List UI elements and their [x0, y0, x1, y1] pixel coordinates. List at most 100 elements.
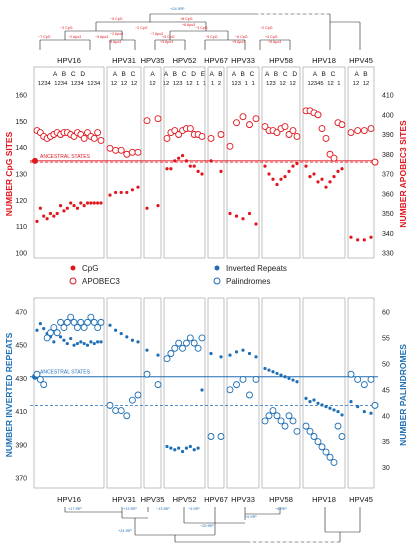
top-tree-label: −3 CpG — [60, 26, 73, 30]
group-name-bottom: HPV33 — [231, 495, 255, 504]
data-point-filled — [312, 172, 316, 176]
data-point-filled — [254, 355, 258, 359]
y-axis-label-right: NUMBER PALINDROMES — [398, 344, 408, 446]
clade-labels: A — [150, 71, 155, 78]
data-point-open — [182, 339, 190, 347]
data-point-filled — [263, 366, 267, 371]
data-point-filled — [35, 328, 39, 332]
data-point-open — [36, 375, 44, 383]
data-point-filled — [247, 211, 252, 216]
subclade-labels: 12345 12 1 — [307, 81, 340, 87]
legend-apobec3-label: APOBEC3 — [82, 277, 120, 286]
data-point-filled — [369, 411, 373, 415]
data-point-filled — [38, 206, 42, 210]
data-point-open — [171, 344, 179, 352]
group-name: HPV31 — [112, 56, 136, 65]
group-box — [33, 66, 105, 259]
legend-pal-marker — [213, 277, 221, 285]
data-point-open — [179, 344, 187, 352]
data-point-open — [306, 427, 314, 435]
y-tick-left: 140 — [15, 145, 27, 152]
data-point-open — [277, 417, 285, 425]
data-point-open — [123, 412, 131, 420]
tree-root-label: +24 IRP — [170, 6, 185, 11]
data-point-filled — [219, 355, 223, 359]
data-point-open — [123, 150, 131, 158]
data-point-open — [289, 127, 297, 135]
y-tick-right: 350 — [382, 211, 394, 218]
data-point-filled — [92, 341, 96, 346]
data-point-filled — [165, 444, 169, 449]
data-point-filled — [52, 214, 56, 218]
ancestral-marker-left — [32, 157, 38, 164]
data-point-open — [293, 133, 301, 140]
data-point-open — [322, 448, 330, 456]
data-point-open — [33, 370, 41, 378]
data-point-filled — [349, 400, 353, 404]
data-point-open — [233, 381, 240, 389]
data-point-filled — [295, 380, 299, 384]
legend-cpg-label: CpG — [82, 264, 98, 273]
top-tree-label: −6 CpG — [235, 35, 248, 39]
top-tree-label: −5 CpG — [205, 35, 218, 39]
data-point-filled — [55, 211, 59, 216]
ancestral-label: ANCESTRAL STATES — [40, 370, 91, 376]
data-point-open — [57, 318, 65, 326]
y-tick-right: 60 — [382, 310, 390, 317]
data-point-filled — [349, 235, 353, 239]
y-tick-left: 130 — [15, 172, 27, 179]
data-point-open — [246, 391, 253, 399]
data-point-open — [314, 438, 322, 446]
data-point-open — [367, 375, 375, 383]
bottom-tree-label: +24 IRP — [118, 529, 132, 533]
data-point-filled — [136, 185, 140, 189]
y-tick-right: 340 — [382, 231, 394, 238]
group-name: HPV33 — [231, 56, 255, 65]
y-tick-left: 450 — [15, 343, 27, 350]
data-point-open — [347, 370, 355, 378]
data-point-filled — [336, 410, 340, 414]
data-point-filled — [38, 322, 42, 326]
data-point-filled — [332, 175, 336, 179]
data-point-filled — [304, 164, 308, 168]
data-point-open — [94, 129, 102, 136]
data-point-filled — [62, 338, 66, 342]
data-point-filled — [332, 408, 336, 412]
y-axis-label-right: NUMBER APOBEC3 SITES — [398, 120, 408, 228]
data-point-open — [233, 119, 240, 127]
group-box — [106, 297, 142, 489]
data-point-open — [128, 396, 136, 404]
data-point-filled — [287, 376, 291, 380]
data-point-open — [261, 123, 269, 131]
data-point-open — [106, 401, 114, 409]
data-point-filled — [291, 378, 295, 382]
data-point-filled — [69, 201, 73, 205]
ancestral-label: ANCESTRAL STATES — [40, 154, 91, 160]
data-point-filled — [356, 238, 360, 242]
data-point-open — [273, 129, 281, 136]
data-point-filled — [291, 164, 295, 168]
data-point-open — [338, 121, 346, 129]
y-tick-left: 120 — [15, 198, 27, 205]
data-point-filled — [228, 353, 232, 357]
group-name-bottom: HPV52 — [173, 495, 197, 504]
data-point-filled — [96, 201, 100, 205]
y-tick-right: 330 — [382, 251, 394, 258]
data-point-filled — [200, 388, 204, 392]
data-point-open — [198, 133, 206, 140]
data-point-filled — [114, 190, 118, 195]
data-point-filled — [192, 448, 196, 452]
y-tick-left: 430 — [15, 376, 27, 383]
bottom-tree-label: −13 IRP — [156, 507, 170, 511]
subclade-labels: 123 1 1 — [231, 81, 254, 87]
legend-pal-label: Palindromes — [226, 277, 270, 286]
subclade-labels: 12 123 12 1 1 — [163, 81, 206, 87]
data-point-open — [285, 131, 293, 138]
data-point-filled — [119, 331, 123, 336]
group-box — [302, 297, 346, 489]
data-point-open — [97, 318, 105, 326]
group-name-bottom: HPV16 — [57, 495, 81, 504]
y-tick-right: 410 — [382, 93, 394, 100]
data-point-open — [90, 134, 98, 142]
